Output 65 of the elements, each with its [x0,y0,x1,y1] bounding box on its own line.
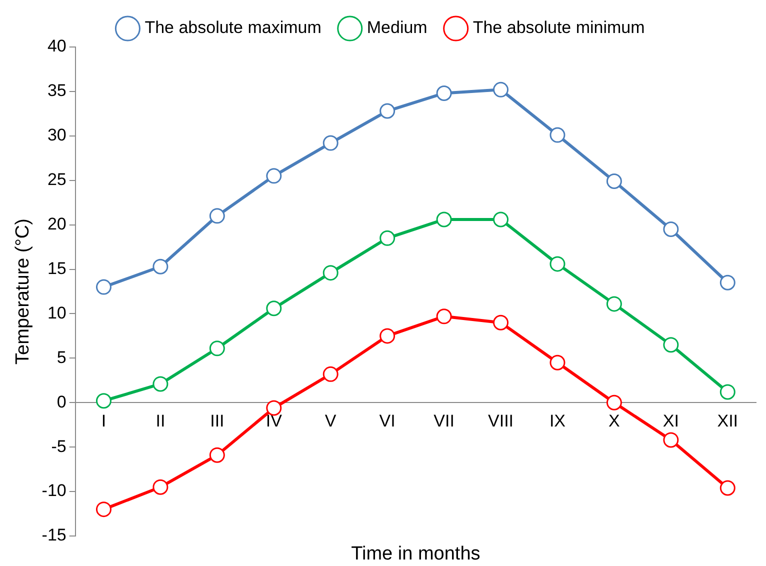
point [152,479,168,495]
y-tick-label: 25 [47,170,66,190]
x-tick-label: XII [717,412,738,431]
y-tick-label: -10 [42,481,66,500]
y-axis-title: Temperature (°C) [12,218,34,364]
point [606,174,622,190]
point [493,212,509,228]
point [436,212,452,228]
y-tick-label: 30 [47,126,66,145]
point [550,354,566,370]
y-tick-label: 15 [47,258,66,278]
point [380,103,396,119]
point [152,376,168,392]
point [96,279,112,295]
legend-label: The absolute minimum [472,18,645,38]
point [380,328,396,344]
x-tick-label: III [210,412,224,431]
y-tick-label: 35 [47,81,66,100]
point [436,308,452,324]
y-tick-label: 5 [56,348,66,367]
point [436,85,452,101]
point [663,432,679,448]
x-tick-label: VIII [488,412,514,431]
y-tick-label: 20 [47,214,66,234]
legend-label: The absolute maximum [144,18,322,38]
point [152,258,168,274]
x-tick-label: IX [549,412,566,431]
x-axis-title: Time in months [351,544,480,565]
point [322,135,338,151]
point [720,274,736,290]
point [606,394,622,410]
point [380,230,396,246]
y-tick-label: 40 [47,36,66,56]
x-tick-label: VI [379,412,396,431]
x-tick-label: II [156,412,166,431]
point [96,393,112,409]
x-tick-label: I [101,412,106,431]
point [550,127,566,143]
point [209,340,225,356]
x-tick-label: XI [662,412,679,431]
x-tick-label: X [608,412,620,431]
point [493,314,509,330]
x-tick-label: V [324,412,337,431]
point [493,82,509,98]
point [209,447,225,463]
point [663,337,679,353]
y-tick-label: -5 [51,436,66,456]
x-tick-label: VII [434,412,454,431]
x-tick-label: IV [266,412,283,431]
y-tick-label: 0 [56,392,66,412]
point [322,366,338,382]
point [720,480,736,496]
point [606,296,622,312]
point [96,502,112,518]
point [266,400,282,416]
point [209,208,225,224]
y-tick-label: 10 [47,303,66,322]
point [266,168,282,184]
point [663,222,679,238]
legend-label: Medium [366,18,428,38]
point [550,256,566,272]
point [322,265,338,281]
y-tick-label: -15 [42,526,66,545]
point [266,300,282,316]
point [720,384,736,400]
